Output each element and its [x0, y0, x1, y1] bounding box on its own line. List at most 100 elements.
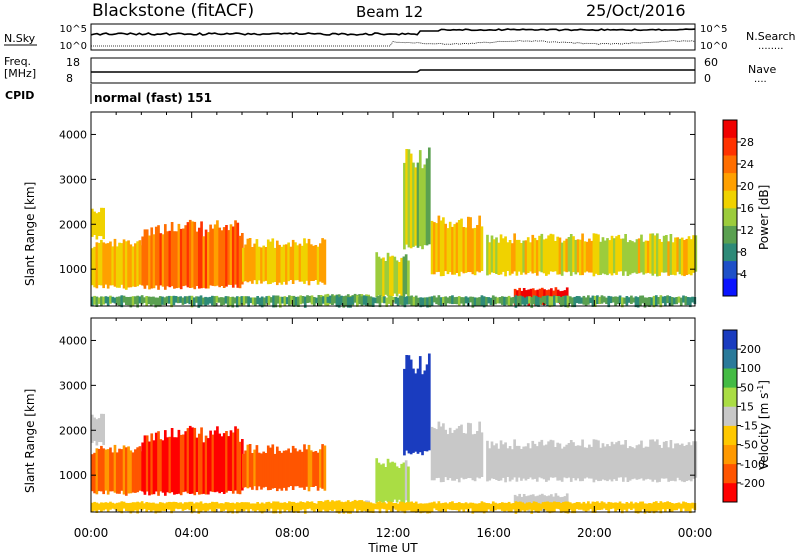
data-column — [310, 501, 314, 511]
data-column — [138, 296, 142, 304]
data-column — [533, 443, 537, 479]
data-column — [179, 296, 182, 303]
data-column — [508, 446, 512, 482]
data-column — [556, 495, 560, 507]
data-column — [220, 436, 224, 492]
data-column — [386, 458, 390, 503]
data-column — [433, 222, 436, 275]
data-column — [369, 296, 373, 307]
scatter-region — [141, 219, 244, 290]
data-column — [507, 295, 511, 306]
data-column — [553, 295, 556, 307]
data-column — [315, 503, 318, 510]
data-column — [618, 295, 622, 305]
data-column — [630, 501, 633, 510]
data-column — [231, 432, 235, 494]
data-column — [471, 434, 475, 481]
data-column — [395, 466, 399, 503]
data-column — [597, 234, 600, 276]
data-column — [559, 297, 563, 307]
data-column — [593, 501, 597, 513]
data-column — [122, 445, 126, 495]
data-column — [469, 217, 472, 273]
data-column — [633, 448, 637, 479]
data-column — [617, 440, 621, 478]
data-column — [565, 238, 569, 273]
data-column — [685, 444, 689, 481]
data-column — [222, 433, 226, 494]
data-column — [568, 296, 572, 304]
data-column — [309, 244, 313, 281]
data-column — [224, 502, 228, 510]
data-column — [621, 503, 624, 514]
data-column — [609, 502, 613, 510]
data-column — [145, 229, 149, 286]
search-tick-top: 10^5 — [700, 24, 727, 35]
data-column — [412, 368, 415, 453]
data-column — [206, 297, 210, 305]
data-column — [560, 242, 564, 276]
data-column — [315, 297, 318, 304]
data-column — [191, 427, 194, 494]
data-column — [589, 503, 592, 510]
data-column — [172, 501, 176, 512]
data-column — [602, 502, 606, 509]
data-column — [134, 296, 137, 305]
data-column — [510, 297, 513, 306]
data-column — [217, 503, 221, 509]
data-column — [211, 501, 214, 512]
data-column — [262, 245, 266, 282]
data-column — [306, 501, 309, 509]
data-column — [471, 228, 475, 275]
data-column — [584, 297, 588, 306]
data-column — [393, 462, 397, 500]
data-column — [272, 501, 275, 514]
data-column — [460, 218, 463, 272]
data-column — [687, 442, 691, 481]
data-column — [412, 502, 416, 513]
data-column — [149, 296, 153, 306]
data-column — [616, 296, 620, 305]
data-column — [323, 445, 327, 491]
data-column — [226, 502, 230, 514]
data-column — [525, 296, 529, 305]
data-column — [209, 224, 212, 286]
data-column — [667, 241, 670, 276]
data-column — [486, 440, 489, 482]
data-column — [668, 502, 672, 512]
data-column — [173, 231, 176, 289]
data-column — [488, 448, 492, 481]
data-column — [423, 297, 427, 306]
colorbar-tick-label: 24 — [740, 158, 754, 171]
data-column — [168, 230, 172, 288]
data-column — [451, 226, 454, 275]
data-column — [614, 296, 617, 307]
data-column — [677, 502, 681, 509]
scatter-region — [91, 444, 149, 496]
data-column — [399, 501, 402, 511]
data-column — [442, 423, 445, 482]
velocity-label-sup: -1 — [756, 385, 765, 393]
data-column — [545, 444, 548, 482]
data-column — [692, 441, 695, 479]
data-column — [263, 503, 266, 513]
scatter-region — [91, 413, 105, 446]
colorbar-segment — [723, 155, 737, 174]
time-tick-label: 00:00 — [678, 526, 713, 540]
data-column — [255, 239, 259, 285]
data-column — [131, 296, 135, 306]
time-tick-label: 00:00 — [74, 526, 109, 540]
data-column — [623, 503, 626, 510]
data-column — [257, 246, 261, 281]
data-column — [516, 290, 519, 301]
data-column — [442, 217, 445, 276]
data-column — [102, 413, 105, 446]
data-column — [209, 430, 212, 492]
data-column — [498, 297, 502, 304]
data-column — [421, 168, 424, 250]
power-colorbar-label: Power [dB] — [757, 185, 771, 250]
date-label: 25/Oct/2016 — [586, 1, 686, 20]
data-column — [683, 446, 686, 483]
data-column — [520, 290, 524, 302]
data-column — [102, 207, 105, 240]
